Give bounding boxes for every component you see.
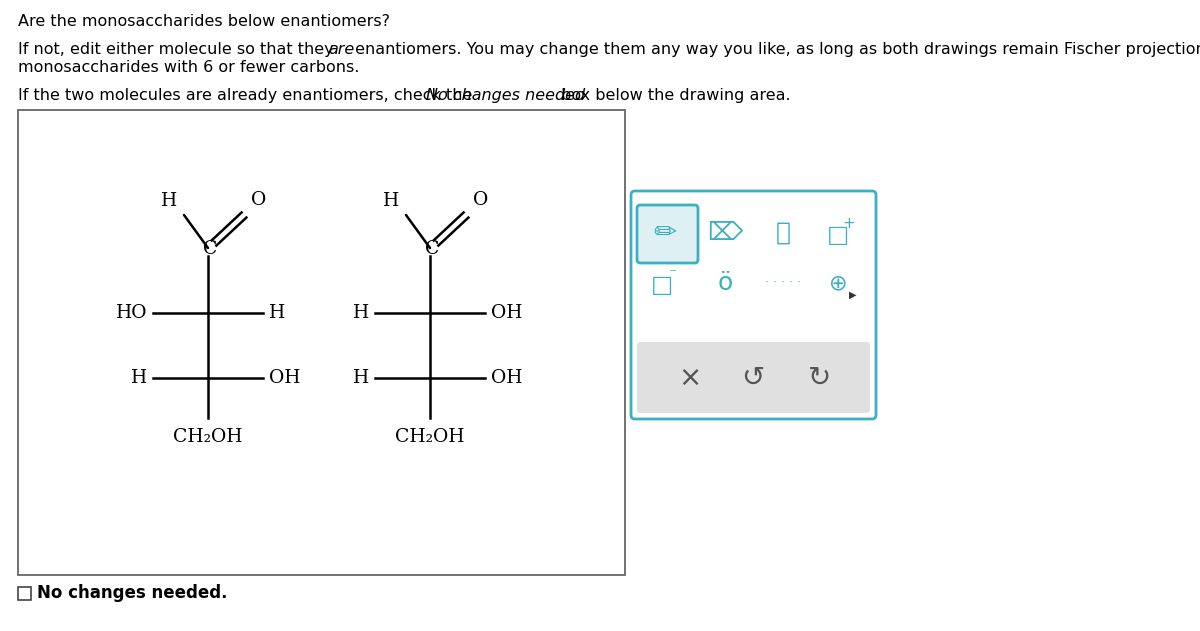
Text: · · · · ·: · · · · · <box>766 276 802 290</box>
Text: ↺: ↺ <box>742 363 764 391</box>
Text: O: O <box>473 191 488 209</box>
Text: □: □ <box>650 273 673 297</box>
Text: If the two molecules are already enantiomers, check the: If the two molecules are already enantio… <box>18 88 478 103</box>
Text: O: O <box>251 191 266 209</box>
Text: enantiomers. You may change them any way you like, as long as both drawings rema: enantiomers. You may change them any way… <box>350 42 1200 57</box>
Text: ↻: ↻ <box>809 363 832 391</box>
Text: Are the monosaccharides below enantiomers?: Are the monosaccharides below enantiomer… <box>18 14 390 29</box>
Text: ö: ö <box>718 271 733 295</box>
Text: box below the drawing area.: box below the drawing area. <box>556 88 791 103</box>
Text: H: H <box>161 192 178 210</box>
Text: OH: OH <box>269 369 300 387</box>
Text: ⁻: ⁻ <box>670 266 677 281</box>
Text: H: H <box>353 304 370 322</box>
Text: ×: × <box>678 363 702 391</box>
Text: are: are <box>328 42 354 57</box>
Text: H: H <box>269 304 286 322</box>
FancyBboxPatch shape <box>637 342 870 413</box>
Text: HO: HO <box>115 304 148 322</box>
Text: No changes needed.: No changes needed. <box>37 584 228 603</box>
FancyBboxPatch shape <box>631 191 876 419</box>
Text: ⊕: ⊕ <box>829 273 847 293</box>
Text: monosaccharides with 6 or fewer carbons.: monosaccharides with 6 or fewer carbons. <box>18 60 359 75</box>
FancyBboxPatch shape <box>637 205 698 263</box>
Bar <box>18 110 625 575</box>
Text: CH₂OH: CH₂OH <box>173 428 242 446</box>
Text: C: C <box>203 240 217 258</box>
Text: If not, edit either molecule so that they: If not, edit either molecule so that the… <box>18 42 338 57</box>
Text: ⌦: ⌦ <box>707 221 743 245</box>
Text: ✏: ✏ <box>653 219 677 247</box>
Text: □: □ <box>827 223 850 247</box>
Text: OH: OH <box>491 304 522 322</box>
Text: OH: OH <box>491 369 522 387</box>
Text: No changes needed: No changes needed <box>426 88 586 103</box>
Bar <box>18 587 31 600</box>
Text: H: H <box>353 369 370 387</box>
Text: H: H <box>383 192 398 210</box>
Text: H: H <box>131 369 148 387</box>
Text: C: C <box>425 240 439 258</box>
Text: ✋: ✋ <box>775 221 791 245</box>
Text: ▶: ▶ <box>850 290 857 300</box>
Text: CH₂OH: CH₂OH <box>395 428 464 446</box>
Text: +: + <box>842 216 856 232</box>
